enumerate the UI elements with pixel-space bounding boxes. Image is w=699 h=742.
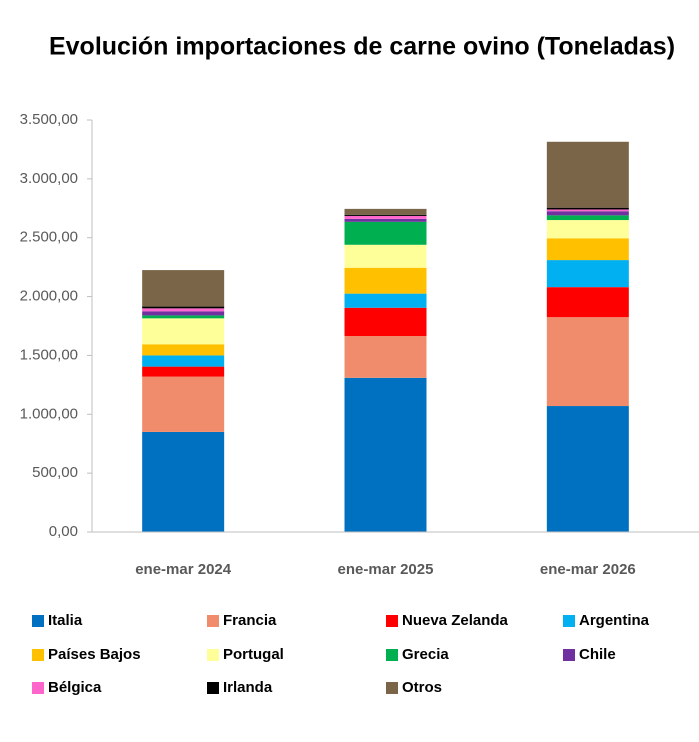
y-tick-label: 2.500,00 [20,229,78,246]
x-tick-label: ene-mar 2025 [338,561,434,578]
legend-label: Italia [48,612,83,629]
legend-swatch [386,615,398,627]
bar-segment [546,317,629,407]
legend-label: Francia [223,612,277,629]
legend-label: Chile [579,646,616,663]
legend-swatch [32,682,44,694]
bar-segment [546,207,629,210]
y-tick-label: 1.500,00 [20,346,78,363]
legend-label: Otros [402,679,442,696]
legend-swatch [207,649,219,661]
bar-segment [546,238,629,261]
bar-segment [546,211,629,216]
legend-swatch [32,615,44,627]
bar-segment [344,244,427,268]
y-tick-label: 500,00 [32,464,78,481]
bar-segment [142,270,225,307]
bar-segment [142,344,225,356]
bar-segment [344,214,427,216]
bar-segment [546,220,629,239]
bar-segment [142,311,225,316]
bar-segment [546,209,629,212]
bar-segment [142,376,225,432]
bar-segment [142,308,225,312]
legend-swatch [563,649,575,661]
legend-label: Portugal [223,646,284,663]
legend-label: Argentina [579,612,650,629]
bar-segment [344,221,427,245]
legend-label: Países Bajos [48,646,141,663]
y-tick-label: 2.000,00 [20,288,78,305]
bar-segment [142,318,225,345]
legend-label: Grecia [402,646,449,663]
bar-segment [546,406,629,532]
legend-swatch [563,615,575,627]
legend-label: Irlanda [223,679,273,696]
y-tick-label: 0,00 [49,523,78,540]
y-tick-label: 3.000,00 [20,170,78,187]
bar-segment [546,141,629,208]
bar-segment [142,355,225,367]
legend-swatch [207,682,219,694]
bar-segment [546,260,629,288]
bar-segment [546,287,629,318]
legend-swatch [386,682,398,694]
y-tick-label: 3.500,00 [20,111,78,128]
legend-label: Bélgica [48,679,102,696]
chart-title: Evolución importaciones de carne ovino (… [49,33,675,61]
bar-segment [344,218,427,222]
bar-segment [344,336,427,378]
bar-segment [142,306,225,309]
x-tick-label: ene-mar 2026 [540,561,636,578]
bar-segment [142,366,225,377]
bar-segment [344,267,427,294]
bar-segment [142,315,225,319]
legend-swatch [386,649,398,661]
legend-label: Nueva Zelanda [402,612,509,629]
bar-segment [344,307,427,337]
bar-segment [344,377,427,532]
legend-swatch [32,649,44,661]
bar-segment [344,215,427,219]
bar-segment [344,293,427,308]
bar-segment [546,215,629,221]
y-tick-label: 1.000,00 [20,405,78,422]
bar-segment [344,208,427,215]
legend-swatch [207,615,219,627]
bar-segment [142,431,225,532]
x-tick-label: ene-mar 2024 [135,561,232,578]
